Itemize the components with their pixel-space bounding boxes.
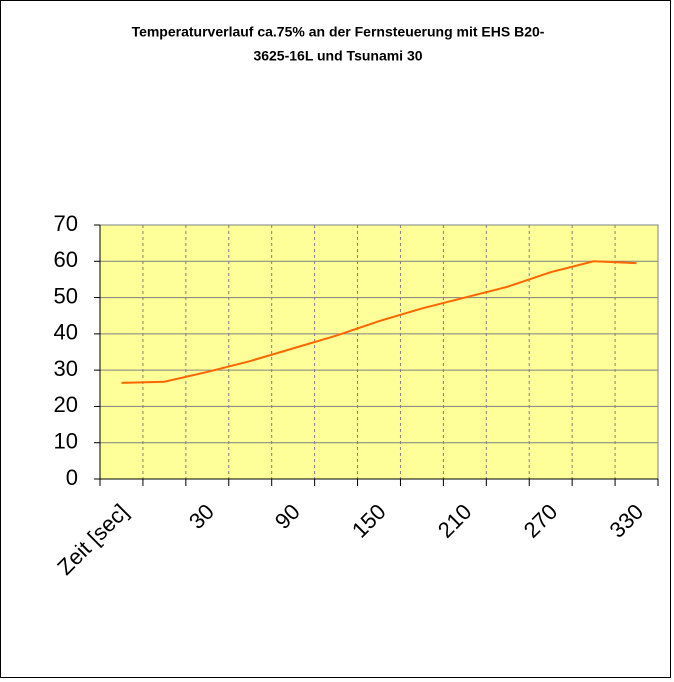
plot-area bbox=[99, 224, 659, 480]
y-tick-label: 0 bbox=[66, 465, 78, 490]
y-tick-label: 70 bbox=[54, 211, 78, 236]
y-tick-label: 50 bbox=[54, 283, 78, 308]
y-tick-label: 60 bbox=[54, 247, 78, 272]
y-tick-label: 30 bbox=[54, 356, 78, 381]
y-tick-label: 40 bbox=[54, 320, 78, 345]
y-tick-label: 20 bbox=[54, 392, 78, 417]
chart-title: 3625-16L und Tsunami 30 bbox=[253, 48, 422, 64]
y-tick-label: 10 bbox=[54, 429, 78, 454]
chart-title: Temperaturverlauf ca.75% an der Fernsteu… bbox=[132, 24, 545, 40]
data-line bbox=[121, 260, 637, 384]
